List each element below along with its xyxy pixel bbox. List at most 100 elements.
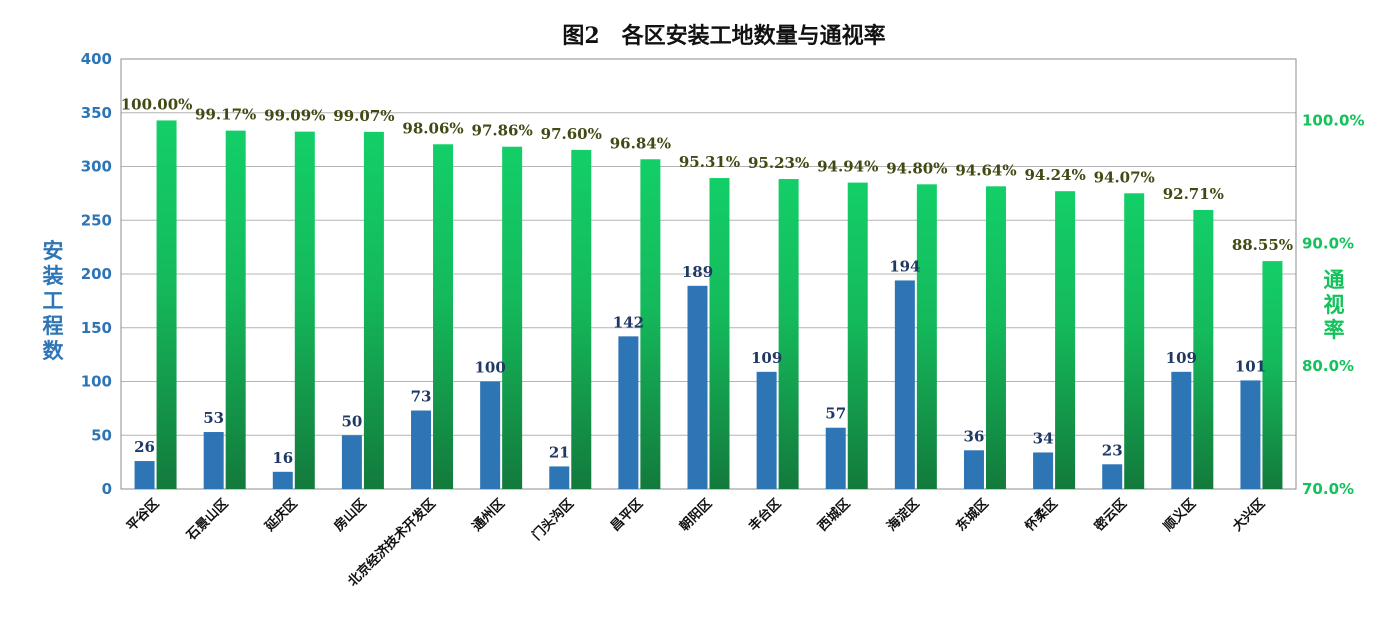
category-label: 密云区 [1090,496,1130,536]
category-label: 东城区 [953,496,992,535]
left-tick-label: 100 [81,373,112,391]
right-axis-ticks: 70.0% 80.0% 90.0% 100.0% [1302,111,1364,498]
rate-value-label: 95.31% [679,153,740,171]
count-value-label: 50 [341,412,362,430]
rate-value-label: 94.94% [817,158,878,176]
rate-value-label: 94.80% [886,159,947,177]
count-value-label: 53 [203,409,224,427]
rate-bar [294,131,315,489]
count-value-label: 36 [964,427,985,445]
count-bar [1171,371,1192,489]
rate-bar [1262,261,1283,489]
rate-bar [156,120,177,489]
rate-bar [1193,209,1214,489]
category-label: 房山区 [331,496,370,535]
count-value-label: 73 [411,388,432,406]
category-label: 海淀区 [884,496,923,535]
count-value-label: 189 [682,263,713,281]
rate-value-label: 99.07% [333,107,394,125]
count-value-label: 100 [474,359,505,377]
count-value-label: 26 [134,438,155,456]
rate-bar [433,144,454,489]
count-bar [1240,380,1261,489]
count-bar [1102,464,1123,489]
rate-value-label: 95.23% [748,154,809,172]
left-tick-label: 150 [81,319,112,337]
count-value-label: 194 [889,257,920,275]
left-tick-label: 0 [102,480,112,498]
rate-bar [1124,193,1145,490]
count-bar [411,410,432,489]
left-axis-ticks: 0 50 100 150 200 250 300 350 400 [81,50,112,498]
rate-bar [778,179,799,489]
count-value-label: 16 [272,449,293,467]
rate-bar [847,182,868,489]
rate-bar [363,131,384,489]
right-tick-label: 70.0% [1302,480,1354,498]
data-labels: 26 100.00% 53 99.17% 16 99.09% 50 99.07% 73 98.06… [121,95,1293,466]
category-label: 丰台区 [746,496,785,535]
category-label: 怀柔区 [1022,496,1061,535]
count-bar [825,427,846,489]
right-axis-title: 通视率 [1324,268,1345,342]
left-tick-label: 50 [91,426,112,444]
left-tick-label: 300 [81,158,112,176]
bars [134,120,1283,490]
rate-bar [985,186,1006,489]
rate-value-label: 92.71% [1163,185,1224,203]
rate-bar [709,178,730,489]
rate-value-label: 96.84% [610,134,671,152]
plot-area-border [120,58,1297,490]
rate-value-label: 88.55% [1232,236,1293,254]
category-label: 大兴区 [1229,496,1268,535]
count-bar [549,466,570,489]
right-tick-label: 90.0% [1302,234,1354,252]
category-label: 平谷区 [123,496,162,535]
rate-bar [916,184,937,490]
count-value-label: 109 [751,349,782,367]
rate-value-label: 94.24% [1024,166,1085,184]
count-bar [134,461,155,489]
count-bar [618,336,639,489]
rate-value-label: 100.00% [121,95,193,113]
category-label: 通州区 [469,496,508,535]
left-tick-label: 350 [81,104,112,122]
count-value-label: 57 [825,405,846,423]
count-bar [203,432,224,489]
right-axis-title-char: 率 [1324,318,1345,342]
rate-bar [1055,191,1076,490]
rate-value-label: 99.17% [195,106,256,124]
left-tick-label: 200 [81,265,112,283]
count-bar [341,435,362,489]
right-tick-label: 80.0% [1302,357,1354,375]
left-axis-title-char: 安 [43,239,64,263]
right-axis-title-char: 通 [1324,268,1345,292]
count-bar [894,280,915,489]
count-bar [963,450,984,489]
left-axis-title-char: 程 [43,314,64,338]
rate-value-label: 98.06% [402,119,463,137]
chart-title: 图2 各区安装工地数量与通视率 [562,23,885,49]
left-tick-label: 400 [81,50,112,68]
rate-value-label: 99.09% [264,107,325,125]
rate-bar [640,159,661,489]
category-label: 石景山区 [183,496,232,545]
rate-value-label: 97.86% [472,122,533,140]
category-label: 西城区 [815,496,854,535]
right-tick-label: 100.0% [1302,111,1364,129]
left-axis-title-char: 装 [43,264,64,288]
category-label: 延庆区 [261,496,301,536]
left-axis-title-char: 工 [43,289,64,313]
rate-bar [571,149,592,489]
rate-bar [502,146,523,489]
gridlines [121,112,1296,436]
category-label: 昌平区 [608,496,646,534]
count-bar [272,471,293,489]
count-bar [480,381,501,489]
count-value-label: 23 [1102,441,1123,459]
count-bar [1033,452,1054,489]
count-value-label: 109 [1166,349,1197,367]
rate-value-label: 94.64% [955,161,1016,179]
